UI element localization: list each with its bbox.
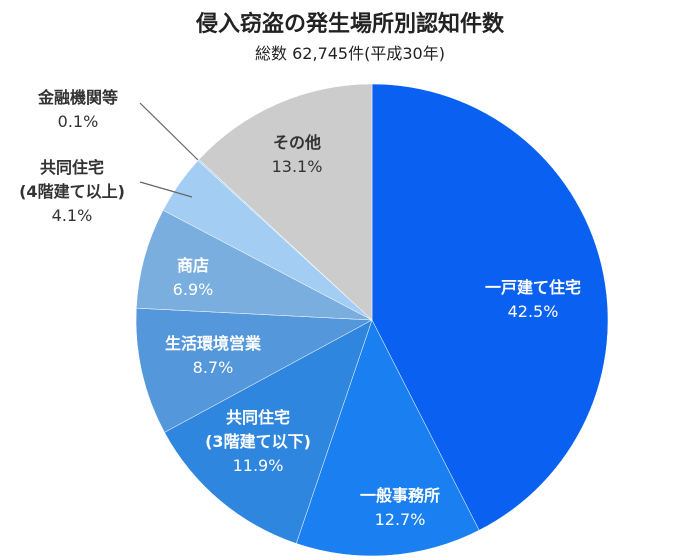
pie-slice — [135, 307, 373, 433]
pie-slice — [371, 83, 609, 531]
leader-line — [139, 102, 199, 161]
value-label: 42.5% — [507, 302, 559, 321]
category-label: 商店 — [176, 256, 209, 275]
slice-label: 一般事務所 12.7% — [360, 484, 440, 532]
value-label: 4.1% — [51, 206, 93, 225]
value-label: 11.9% — [232, 456, 284, 475]
value-label: 8.7% — [192, 358, 234, 377]
category-label: 共同住宅 (4階建て以上) — [19, 158, 125, 201]
slice-label: その他 13.1% — [272, 131, 323, 179]
pie-slice — [295, 319, 480, 557]
slice-label: 金融機関等 0.1% — [38, 86, 118, 134]
slice-label: 一戸建て住宅 42.5% — [485, 276, 581, 324]
category-label: 生活環境営業 — [164, 334, 262, 353]
category-label: その他 — [272, 133, 322, 152]
category-label: 金融機関等 — [37, 88, 119, 107]
value-label: 6.9% — [172, 280, 214, 299]
slice-label: 商店 6.9% — [173, 254, 214, 302]
chart-subtitle: 総数 62,745件(平成30年) — [255, 44, 445, 63]
category-label: 一戸建て住宅 — [484, 278, 582, 297]
category-label: 共同住宅 (3階建て以下) — [205, 408, 311, 451]
slice-label: 共同住宅 (4階建て以上) 4.1% — [19, 156, 125, 228]
category-label: 一般事務所 — [359, 486, 441, 505]
value-label: 0.1% — [57, 112, 99, 131]
value-label: 12.7% — [374, 510, 426, 529]
leader-line — [139, 181, 193, 198]
pie-slice — [164, 319, 373, 544]
value-label: 13.1% — [271, 157, 323, 176]
slice-label: 共同住宅 (3階建て以下) 11.9% — [205, 406, 311, 478]
chart-title: 侵入窃盗の発生場所別認知件数 — [195, 12, 504, 37]
pie-slice — [198, 83, 373, 321]
slice-label: 生活環境営業 8.7% — [165, 332, 261, 380]
